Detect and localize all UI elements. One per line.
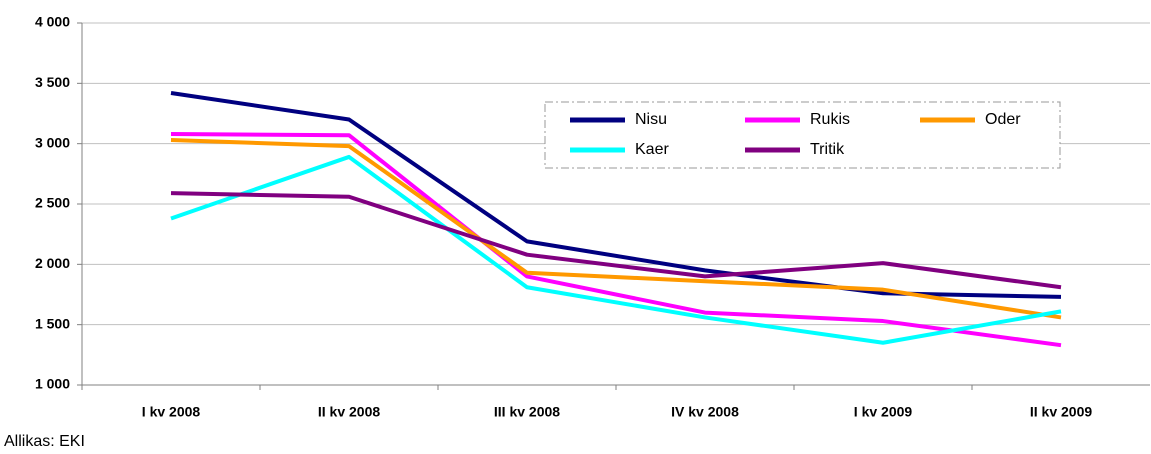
x-tick-label: III kv 2008	[494, 404, 560, 420]
x-tick-label: IV kv 2008	[671, 404, 739, 420]
x-tick-label: II kv 2009	[1030, 404, 1092, 420]
y-tick-label: 1 500	[35, 315, 70, 331]
legend-label: Rukis	[810, 111, 850, 128]
source-note: Allikas: EKI	[4, 433, 85, 450]
series-line	[170, 154, 1062, 345]
y-tick-label: 2 500	[35, 195, 70, 211]
x-tick-label: II kv 2008	[318, 404, 380, 420]
y-tick-label: 2 000	[35, 255, 70, 271]
series-line	[170, 191, 1062, 290]
legend-label: Kaer	[635, 141, 669, 158]
y-tick-label: 4 000	[35, 14, 70, 30]
y-tick-label: 3 500	[35, 74, 70, 90]
legend-label: Tritik	[810, 141, 845, 158]
series-line	[170, 132, 1062, 348]
series-line	[170, 138, 1062, 320]
legend-label: Oder	[985, 111, 1021, 128]
x-tick-label: I kv 2009	[854, 404, 913, 420]
x-tick-label: I kv 2008	[142, 404, 201, 420]
y-tick-label: 1 000	[35, 376, 70, 392]
legend-label: Nisu	[635, 111, 667, 128]
legend-box	[544, 101, 1061, 169]
y-tick-label: 3 000	[35, 134, 70, 150]
